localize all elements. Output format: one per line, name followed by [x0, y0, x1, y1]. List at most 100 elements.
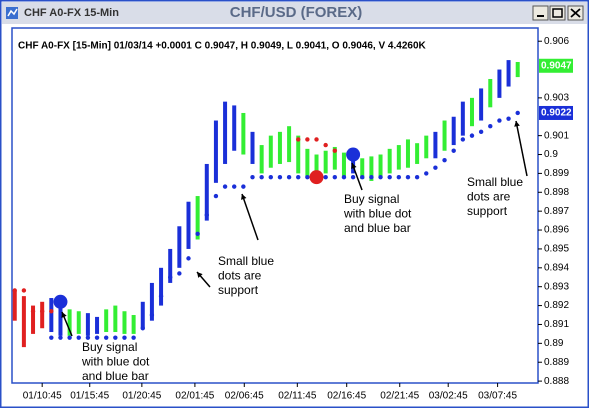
price-bar: [113, 305, 118, 333]
dot: [49, 309, 54, 314]
dot: [405, 174, 411, 180]
info-line: CHF A0-FX [15-Min] 01/03/14 +0.0001 C 0.…: [18, 41, 427, 52]
dot: [506, 116, 511, 121]
dot: [250, 174, 255, 180]
price-bar: [296, 135, 301, 174]
app-icon-glyph: [7, 8, 18, 17]
price-bar: [378, 154, 383, 178]
x-tick-label: 01/20:45: [122, 391, 161, 402]
dot: [396, 174, 402, 180]
price-bar: [21, 296, 26, 348]
dot: [305, 174, 310, 180]
arrow-head: [197, 272, 203, 278]
price-label-box: [539, 105, 573, 120]
annotation-text: Buy signal: [344, 192, 399, 206]
dot: [332, 174, 338, 180]
price-bar: [149, 282, 154, 321]
annotation-text: Small blue: [218, 254, 274, 268]
y-tick-label: 0.888: [544, 376, 569, 387]
price-bar: [497, 69, 502, 98]
price-bar: [396, 145, 401, 170]
dot: [158, 293, 164, 299]
price-bar: [360, 158, 365, 180]
price-bar: [433, 131, 438, 159]
window-title: CHF A0-FX 15-Min: [24, 7, 119, 19]
dot: [232, 184, 237, 189]
price-bar: [241, 112, 246, 155]
dot: [515, 110, 520, 116]
dot: [488, 123, 493, 129]
price-bar: [12, 290, 17, 321]
dot: [39, 309, 45, 314]
price-bar: [259, 145, 264, 174]
dot: [241, 184, 246, 189]
price-bar: [131, 315, 136, 334]
arrow-shaft: [241, 193, 259, 241]
dot: [168, 275, 173, 280]
maximize-glyph: [552, 8, 563, 18]
dot: [451, 148, 456, 153]
price-bar: [515, 61, 520, 78]
price-bar: [506, 60, 511, 87]
dot: [460, 137, 466, 142]
y-tick-label: 0.891: [544, 319, 569, 330]
dot: [12, 288, 17, 293]
dot: [341, 174, 347, 180]
dot: [497, 118, 502, 123]
x-tick-label: 02/01:45: [175, 391, 214, 402]
dot: [195, 231, 200, 237]
dot: [103, 335, 109, 340]
y-tick-label: 0.89: [544, 338, 564, 349]
price-bar: [76, 311, 81, 334]
dot: [360, 174, 365, 180]
x-tick-label: 03/02:45: [429, 391, 468, 402]
price-bar: [277, 131, 282, 164]
y-tick-label: 0.889: [544, 357, 569, 368]
y-tick-label: 0.906: [544, 36, 569, 47]
price-bar: [479, 88, 484, 121]
dot: [58, 335, 63, 340]
price-bar: [31, 305, 36, 334]
dot: [286, 174, 292, 180]
arrow-head: [61, 312, 67, 318]
dot: [268, 174, 273, 180]
dot: [76, 335, 81, 340]
price-bar: [95, 316, 100, 334]
close-glyph: [570, 8, 581, 18]
annotation-text: dots are: [218, 269, 262, 283]
price-bar: [159, 267, 164, 306]
annotation-text: with blue dot: [81, 355, 150, 369]
dot: [85, 335, 91, 340]
price-bar: [460, 101, 465, 136]
dot: [433, 165, 438, 170]
signal-dot: [309, 170, 324, 185]
price-bar: [387, 148, 392, 174]
dot: [149, 312, 155, 318]
dot: [378, 174, 383, 180]
dot: [414, 174, 420, 180]
arrow-shaft: [515, 120, 528, 177]
dot: [186, 256, 191, 261]
minimize-button[interactable]: [532, 5, 549, 21]
dot: [122, 335, 127, 340]
y-tick-label: 0.9: [544, 149, 558, 160]
price-bar: [341, 152, 346, 178]
price-bar: [332, 146, 337, 170]
y-tick-label: 0.898: [544, 187, 569, 198]
dot: [314, 137, 319, 142]
price-bar: [67, 309, 72, 336]
y-tick-label: 0.892: [544, 300, 569, 311]
annotation-text: and blue bar: [344, 221, 411, 235]
annotation-text: Small blue: [467, 175, 523, 189]
price-bar: [442, 120, 447, 151]
arrow-head: [241, 194, 247, 200]
dot: [49, 335, 54, 340]
dot: [259, 174, 264, 180]
price-bar: [177, 226, 182, 268]
price-bar: [85, 313, 90, 336]
chart-title: CHF/USD (FOREX): [230, 4, 363, 21]
annotation-text: support: [467, 204, 508, 218]
dot: [296, 137, 301, 142]
y-tick-label: 0.903: [544, 93, 569, 104]
